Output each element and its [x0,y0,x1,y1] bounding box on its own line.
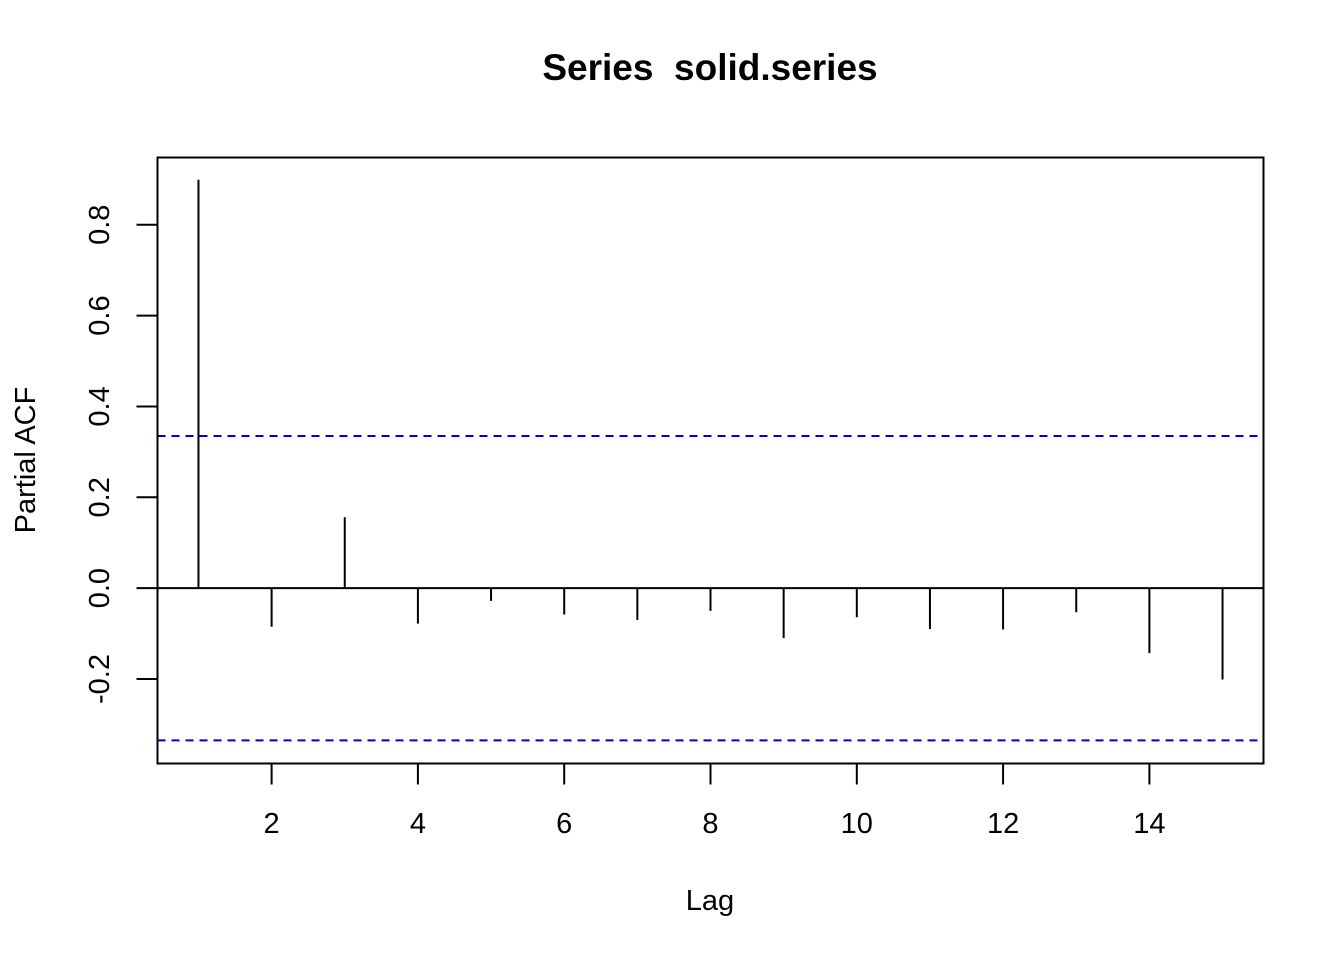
y-tick-label--0.2: -0.2 [84,654,116,704]
x-tick-label-4: 4 [410,808,426,840]
y-tick-label-0.2: 0.2 [84,477,116,517]
y-tick-label-0.6: 0.6 [84,295,116,335]
plot-frame [156,156,1265,765]
x-tick-label-14: 14 [1133,808,1165,840]
x-tick-label-10: 10 [841,808,873,840]
x-tick-label-8: 8 [702,808,718,840]
x-axis-label: Lag [686,885,734,917]
x-tick-label-2: 2 [264,808,280,840]
plot-layer [157,179,1264,742]
x-tick-label-6: 6 [556,808,572,840]
y-tick-label-0.8: 0.8 [84,205,116,245]
x-tick-label-12: 12 [987,808,1019,840]
x-axis: 2 4 6 8 10 12 14 [264,762,1166,840]
y-tick-label-0.4: 0.4 [84,386,116,426]
y-tick-label-0.0: 0.0 [84,568,116,608]
y-axis: -0.2 0.0 0.2 0.4 0.6 0.8 [84,205,159,704]
chart-title: Series solid.series [542,47,877,88]
y-axis-label: Partial ACF [10,387,42,534]
